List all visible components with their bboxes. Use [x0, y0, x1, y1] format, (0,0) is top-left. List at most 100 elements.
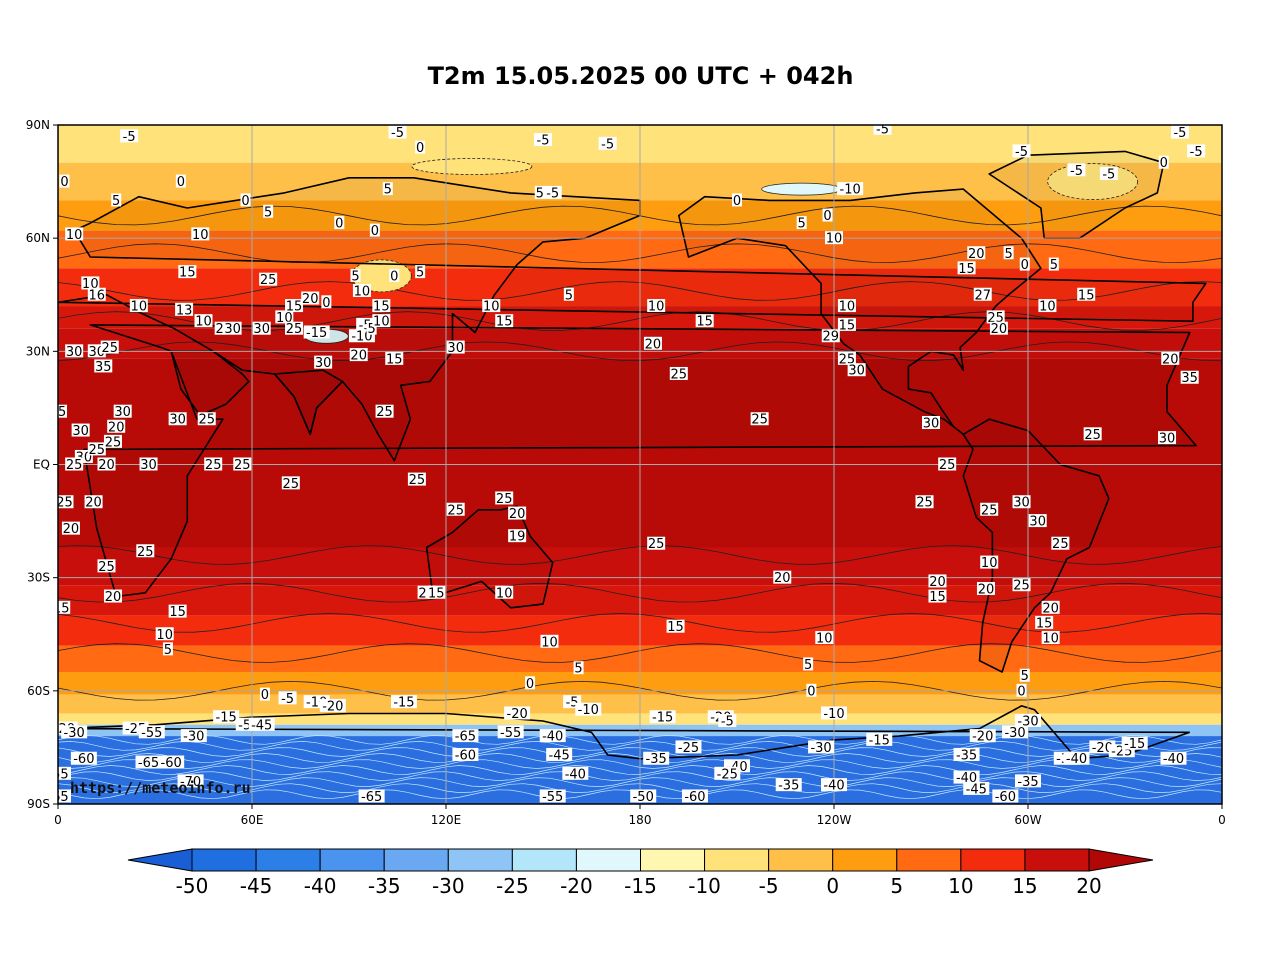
africa-coastline [83, 324, 1197, 598]
contour-label: 20 [509, 507, 526, 522]
colorbar-under-arrow [127, 848, 193, 872]
contour-label-box [168, 412, 187, 426]
contour-label: 10 [373, 315, 390, 330]
contour-label: 15 [386, 352, 403, 367]
contour-label: 20 [98, 458, 115, 473]
contour-label: -25 [678, 741, 699, 756]
contour-label-box [750, 412, 769, 426]
contour-label: 30 [140, 458, 157, 473]
contour-label-box [1012, 495, 1031, 509]
contour-label: 5 [384, 183, 392, 198]
contour-label-box [252, 321, 271, 335]
contour-label-box [415, 265, 426, 279]
x-tick-label: 180 [629, 813, 652, 827]
contour-label-box [866, 732, 893, 746]
contour-label-box [223, 321, 242, 335]
contour-label-box [973, 287, 992, 301]
contour-label: -5 [1070, 164, 1083, 179]
contour-label: 30 [923, 417, 940, 432]
contour-label-box [543, 185, 562, 199]
contour-label: 15 [53, 601, 70, 616]
contour-label-box [837, 299, 856, 313]
contour-label: 20 [991, 322, 1008, 337]
contour-label: -60 [73, 752, 94, 767]
contour-label-box [233, 457, 252, 471]
contour-label: 5 [1004, 247, 1012, 262]
contour-label-box [135, 755, 162, 769]
contour-label-box [65, 227, 84, 241]
contour-label-box [681, 789, 708, 803]
africa-fill [83, 324, 1197, 597]
contour-label-box [97, 457, 116, 471]
contour-label-box [375, 404, 394, 418]
contour-label: 30 [1159, 432, 1176, 447]
contour-label: 20 [85, 496, 102, 511]
colorbar-tick-label: 5 [890, 874, 903, 898]
contour-label: 0 [371, 224, 379, 239]
contour-label-box [120, 129, 139, 143]
contour-label-box [389, 268, 400, 282]
contour-label-box [575, 702, 602, 716]
contour-label-box [204, 457, 223, 471]
contour-label-box [1016, 683, 1027, 697]
contour-label-box [178, 265, 197, 279]
contour-label: 25 [648, 537, 665, 552]
contour-label-box [775, 778, 802, 792]
contour-label-box [525, 676, 536, 690]
contour-label-box [107, 419, 126, 433]
contour-label: 25 [89, 443, 106, 458]
y-tick-label: 90N [26, 118, 50, 132]
colorbar-swatch [704, 848, 770, 872]
contour-label: 25 [260, 273, 277, 288]
x-tick-label: 0 [1218, 813, 1226, 827]
contour-label-box [352, 283, 371, 297]
contour-label: 20 [63, 522, 80, 537]
contour-label-box [1077, 287, 1096, 301]
contour-label-box [446, 502, 465, 516]
colorbar-tick-label: -5 [759, 874, 779, 898]
contour-label: 20 [105, 590, 122, 605]
contour-label-box [263, 204, 274, 218]
colorbar-swatch [511, 848, 577, 872]
contour-label: 10 [354, 284, 371, 299]
contour-label: 20 [978, 582, 995, 597]
contour-label: 25 [105, 435, 122, 450]
contour-label: -15 [306, 326, 327, 341]
x-tick-label: 120W [817, 813, 852, 827]
contour-label-box [873, 125, 892, 135]
contour-label: -35 [956, 748, 977, 763]
colorbar-swatch [640, 848, 706, 872]
contour-label: 5 [1050, 258, 1058, 273]
contour-label-box [314, 355, 333, 369]
contour-label: -5 [546, 186, 559, 201]
contour-label-box [65, 344, 84, 358]
x-tick-label: 60E [241, 813, 264, 827]
contour-label: 10 [1039, 300, 1056, 315]
contour-label: 25 [286, 322, 303, 337]
contour-label: -65 [455, 730, 476, 745]
contour-label: 25 [56, 496, 73, 511]
contour-label: -60 [684, 790, 705, 805]
contour-label-box [97, 559, 116, 573]
contour-label: 5 [351, 269, 359, 284]
contour-label-box [915, 495, 934, 509]
contour-label-box [980, 502, 999, 516]
y-tick-label: 90S [27, 797, 50, 811]
contour-label: 20 [1042, 601, 1059, 616]
contour-label-box [177, 774, 204, 788]
y-tick-label: 60N [26, 231, 50, 245]
colorbar-tick-label: -25 [496, 874, 529, 898]
y-tick-label: 30N [26, 344, 50, 358]
contour-label: -35 [1017, 775, 1038, 790]
contour-label: -15 [652, 711, 673, 726]
contour-label: 10 [192, 228, 209, 243]
contour-label-box [1012, 144, 1031, 158]
contour-label: 10 [483, 300, 500, 315]
contour-label: 5 [565, 288, 573, 303]
contour-label: 35 [50, 405, 67, 420]
contour-label-box [534, 133, 552, 147]
contour-label-box [58, 495, 74, 509]
contour-label-box [1083, 427, 1102, 441]
y-tick-label: EQ [33, 458, 50, 472]
contour-label-box [504, 706, 531, 720]
